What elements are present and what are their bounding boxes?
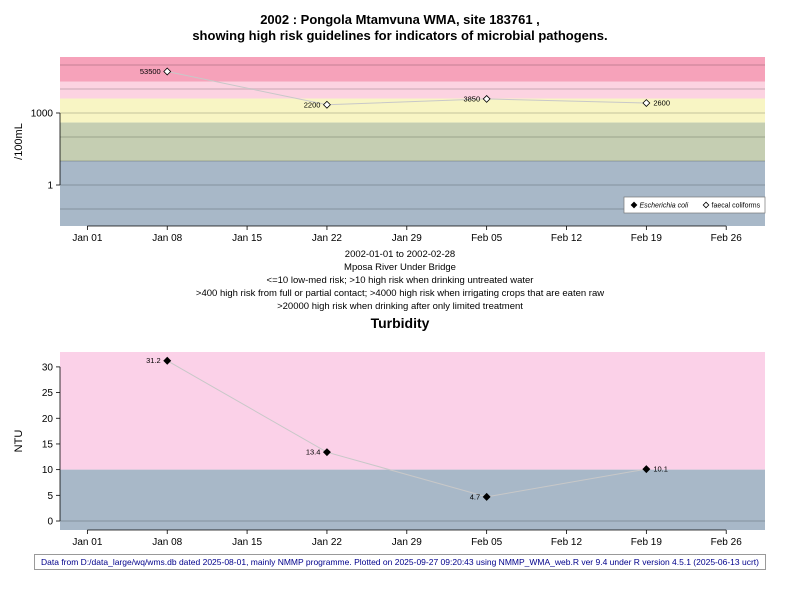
filled-diamond-marker xyxy=(482,492,491,501)
data-point-label: 2200 xyxy=(304,100,321,109)
x-tick-label: Jan 08 xyxy=(152,233,182,244)
x-tick-label: Jan 22 xyxy=(312,233,342,244)
x-tick-label: Feb 12 xyxy=(551,537,583,548)
turbidity-chart-title: Turbidity xyxy=(370,315,430,331)
x-tick-label: Jan 29 xyxy=(392,537,422,548)
x-tick-label: Jan 01 xyxy=(72,233,102,244)
data-point-label: 53500 xyxy=(140,67,161,76)
x-tick-label: Feb 05 xyxy=(471,537,503,548)
risk-band xyxy=(60,161,765,226)
open-diamond-marker xyxy=(482,94,491,103)
y-tick-label: 0 xyxy=(47,517,53,528)
turbidity-chart: Jan 01 Jan 08 Jan 15 Jan 22 Jan 29 Feb 05 Feb … xyxy=(13,352,765,548)
caption-site-name: Mposa River Under Bridge xyxy=(344,262,456,273)
y-tick-label: 30 xyxy=(42,362,54,373)
x-tick-label: Jan 22 xyxy=(312,537,342,548)
y-tick-label: 10 xyxy=(42,465,54,476)
data-point-label: 3850 xyxy=(463,94,480,103)
y-axis-title: NTU xyxy=(13,430,25,453)
caption-risk-guideline-1: <=10 low-med risk; >10 high risk when dr… xyxy=(266,275,534,286)
x-tick-label: Feb 05 xyxy=(471,233,503,244)
x-tick-label: Feb 26 xyxy=(711,537,743,548)
y-tick-label: 20 xyxy=(42,414,54,425)
risk-band xyxy=(60,57,765,82)
caption-date-range: 2002-01-01 to 2002-02-28 xyxy=(344,249,456,260)
data-point-label: 4.7 xyxy=(470,492,480,501)
x-tick-label: Feb 12 xyxy=(551,233,583,244)
y-axis-title: /100mL xyxy=(13,123,25,160)
x-tick-label: Jan 08 xyxy=(152,537,182,548)
x-tick-label: Feb 19 xyxy=(631,233,663,244)
legend-label: Escherichia coli xyxy=(640,203,689,210)
risk-band xyxy=(60,352,765,470)
open-diamond-marker xyxy=(642,99,651,107)
y-tick-label: 1000 xyxy=(31,108,54,119)
x-tick-label: Jan 15 xyxy=(232,537,262,548)
open-diamond-marker xyxy=(322,100,331,109)
risk-band xyxy=(60,81,765,99)
data-point-label: 10.1 xyxy=(653,465,668,474)
filled-diamond-marker xyxy=(642,465,651,474)
filled-diamond-marker xyxy=(322,448,331,457)
series-line xyxy=(167,71,647,106)
risk-band xyxy=(60,469,765,530)
legend-label: faecal coliforms xyxy=(712,203,761,210)
microbial-indicator-chart: Jan 01 Jan 08 Jan 15 Jan 22 Jan 29 Feb 05 Feb … xyxy=(13,57,766,244)
caption-risk-guideline-3: >20000 high risk when drinking after onl… xyxy=(277,301,523,312)
x-tick-label: Feb 19 xyxy=(631,537,663,548)
series-line xyxy=(166,360,647,498)
chart-captions: 2002-01-01 to 2002-02-28 Mposa River Und… xyxy=(0,248,800,313)
risk-band xyxy=(60,122,765,162)
caption-risk-guideline-2: >400 high risk from full or partial cont… xyxy=(195,288,605,299)
data-point-label: 31.2 xyxy=(146,356,161,365)
page-title-line2: showing high risk guidelines for indicat… xyxy=(192,28,608,43)
open-diamond-marker xyxy=(702,201,710,209)
x-tick-label: Jan 15 xyxy=(232,233,262,244)
data-point-label: 13.4 xyxy=(306,448,321,457)
y-tick-label: 1 xyxy=(47,181,53,192)
footer-provenance-note: Data from D:/data_large/wq/wms.db dated … xyxy=(34,554,766,570)
y-tick-label: 15 xyxy=(42,439,54,450)
x-tick-label: Jan 29 xyxy=(392,233,422,244)
page-title: 2002 : Pongola Mtamvuna WMA, site 183761… xyxy=(0,12,800,44)
x-tick-label: Feb 26 xyxy=(711,233,743,244)
data-point-label: 2600 xyxy=(653,99,670,108)
page-title-line1: 2002 : Pongola Mtamvuna WMA, site 183761… xyxy=(260,12,540,27)
open-diamond-marker xyxy=(163,67,172,76)
legend-box xyxy=(623,196,766,214)
filled-diamond-marker xyxy=(630,201,638,209)
x-tick-label: Jan 01 xyxy=(72,537,102,548)
filled-diamond-marker xyxy=(163,356,172,365)
y-tick-label: 25 xyxy=(42,388,54,399)
y-tick-label: 5 xyxy=(47,491,53,502)
